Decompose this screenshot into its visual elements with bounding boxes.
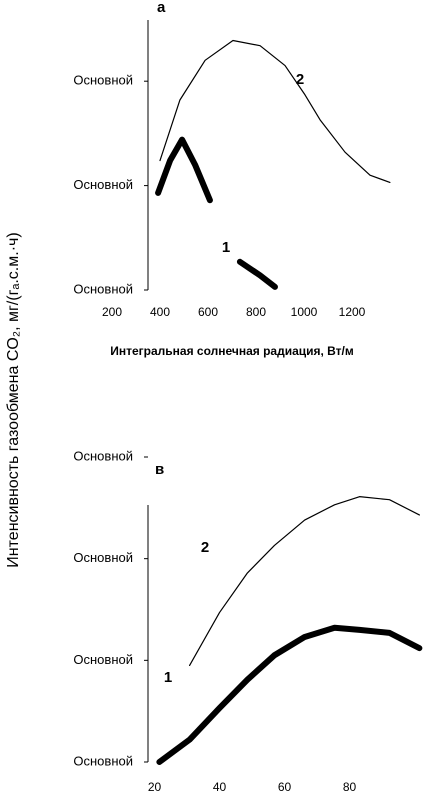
y-tick-label: Основной	[73, 281, 133, 296]
panel-label: в	[155, 461, 164, 478]
x-tick-label: 600	[198, 305, 218, 319]
x-axis-title: Интегральная солнечная радиация, Вт/м	[110, 344, 354, 358]
series-line	[156, 624, 423, 765]
x-tick-label: 1000	[291, 305, 318, 319]
series-label: 1	[222, 239, 230, 256]
series-label: 2	[201, 539, 209, 556]
series-label: 2	[296, 71, 304, 88]
panel-label: а	[157, 0, 166, 16]
series-label: 1	[164, 669, 172, 686]
x-tick-label: 60	[278, 780, 292, 794]
y-tick-label: Основной	[73, 177, 133, 192]
series-line	[189, 496, 420, 667]
x-tick-label: 20	[148, 780, 162, 794]
x-tick-label: 200	[102, 305, 122, 319]
y-axis-title: Интенсивность газообмена CO₂, мг/(гₐ.с.м…	[5, 232, 22, 567]
y-tick-label: Основной	[73, 652, 133, 667]
y-tick-label: Основной	[73, 73, 133, 88]
x-tick-label: 80	[343, 780, 357, 794]
x-tick-label: 40	[213, 780, 227, 794]
x-tick-label: 1200	[339, 305, 366, 319]
x-tick-label: 800	[246, 305, 266, 319]
y-tick-label: Основной	[73, 448, 133, 463]
series-line	[159, 39, 391, 184]
series-line	[155, 136, 278, 290]
y-tick-label: Основной	[73, 753, 133, 768]
x-tick-label: 400	[150, 305, 170, 319]
y-tick-label: Основной	[73, 550, 133, 565]
